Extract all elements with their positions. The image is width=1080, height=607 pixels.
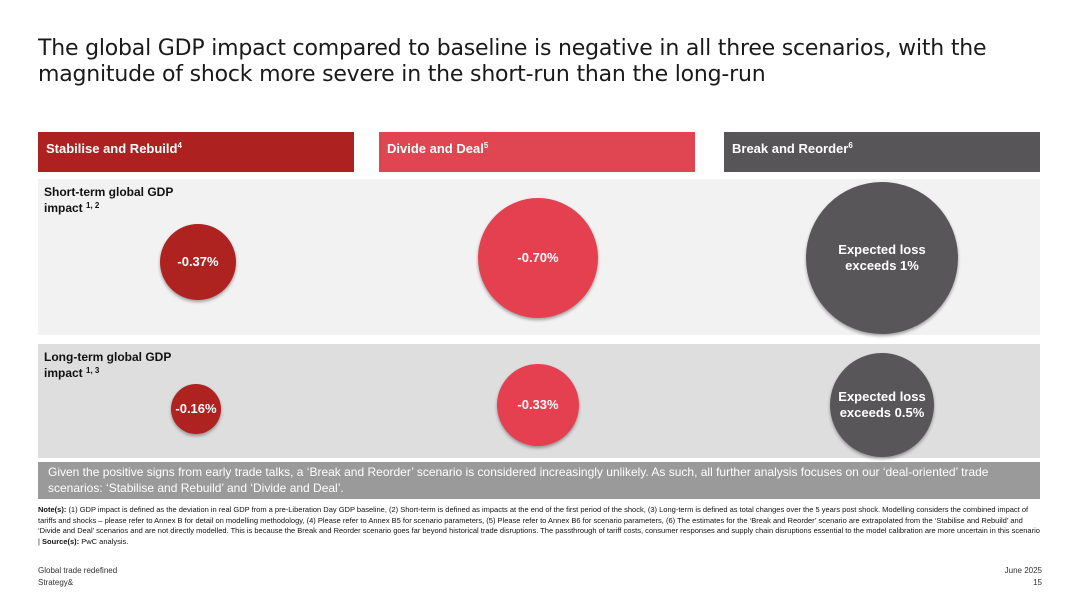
bubble-long-stabilise: -0.16% [171, 384, 221, 434]
scenario-label: Divide and Deal [387, 141, 484, 156]
summary-banner: Given the positive signs from early trad… [38, 462, 1040, 499]
footer-brand: Strategy& [38, 578, 74, 587]
footer-right: June 2025 15 [1005, 565, 1042, 589]
footer-date: June 2025 [1004, 566, 1042, 575]
scenario-header-break: Break and Reorder6 [724, 132, 1040, 172]
bubble-short-divide: -0.70% [478, 198, 598, 318]
source-label: Source(s): [42, 536, 80, 546]
bubble-value-label: -0.16% [175, 401, 217, 416]
notes-text: (1) GDP impact is defined as the deviati… [38, 505, 1040, 546]
bubble-value-label: Expected loss exceeds 0.5% [838, 389, 926, 420]
bubble-long-divide: -0.33% [497, 364, 579, 446]
footnote-ref: 1, 2 [86, 201, 100, 210]
footnote-ref: 4 [177, 141, 182, 150]
bubble-long-break: Expected loss exceeds 0.5% [830, 353, 934, 457]
footnote-ref: 5 [483, 141, 489, 150]
footnote-ref: 6 [848, 141, 853, 150]
long-term-row-label: Long-term global GDP impact 1, 3 [44, 350, 172, 380]
bubble-value-label: Expected loss exceeds 1% [838, 242, 926, 273]
footnotes: Note(s): (1) GDP impact is defined as th… [38, 505, 1040, 547]
footer-report-title: Global trade redefined [38, 566, 118, 575]
scenario-header-divide: Divide and Deal5 [379, 132, 695, 172]
bubble-value-label: -0.37% [177, 254, 219, 269]
bubble-short-stabilise: -0.37% [160, 224, 236, 300]
scenario-label: Stabilise and Rebuild [46, 141, 178, 156]
page-title: The global GDP impact compared to baseli… [38, 36, 987, 87]
notes-label: Note(s): [38, 505, 67, 514]
bubble-value-label: -0.70% [517, 250, 559, 265]
page-number: 15 [1033, 578, 1042, 587]
bubble-value-label: -0.33% [517, 397, 559, 412]
short-term-row-label: Short-term global GDP impact 1, 2 [44, 185, 174, 215]
bubble-short-break: Expected loss exceeds 1% [806, 182, 958, 334]
scenario-header-stabilise: Stabilise and Rebuild4 [38, 132, 354, 172]
scenario-label: Break and Reorder [732, 141, 849, 156]
footnote-ref: 1, 3 [86, 366, 100, 375]
footer-left: Global trade redefined Strategy& [38, 565, 117, 589]
source-text: PwC analysis. [81, 536, 129, 546]
